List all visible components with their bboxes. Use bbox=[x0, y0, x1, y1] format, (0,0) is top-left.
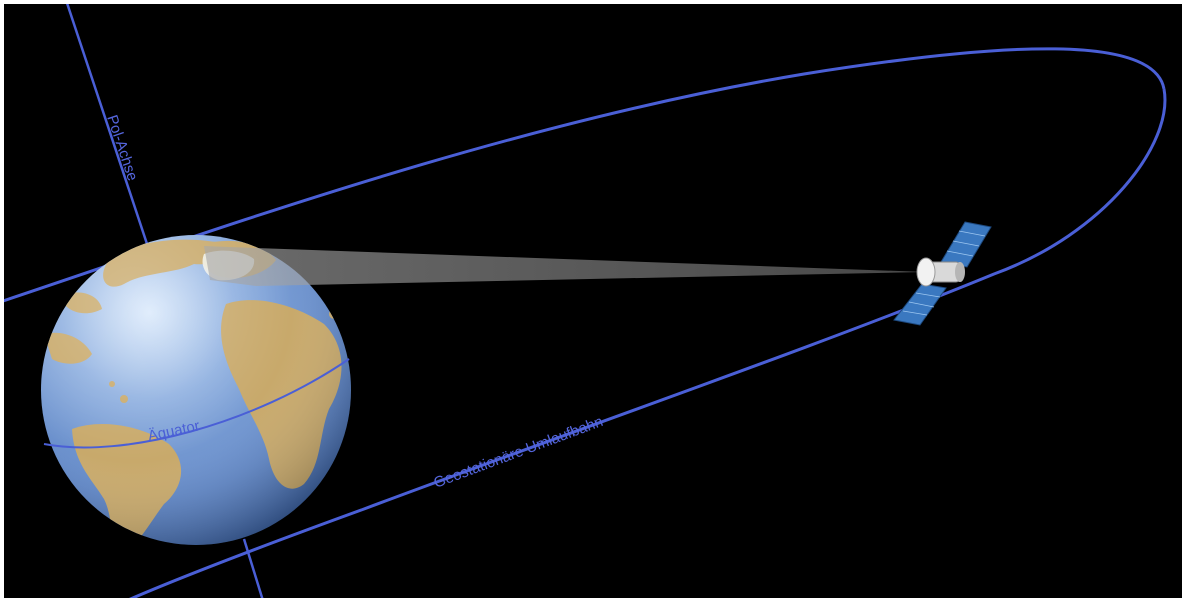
orbit-label: Geostationäre Umlaufbahn bbox=[431, 413, 605, 492]
equator-line bbox=[43, 358, 350, 449]
geostationary-orbit-diagram: Pol-Achse Äquator Geostationäre Umlaufba… bbox=[4, 4, 1167, 598]
pole-axis-label: Pol-Achse bbox=[103, 113, 141, 183]
pole-axis-line-bottom bbox=[242, 538, 264, 598]
earth-globe-icon bbox=[41, 235, 351, 545]
pole-axis-line bbox=[66, 4, 153, 257]
satellite-icon bbox=[893, 221, 992, 326]
signal-beam bbox=[204, 246, 926, 286]
diagram-canvas: Pol-Achse Äquator Geostationäre Umlaufba… bbox=[4, 4, 1182, 598]
orbit-line-front bbox=[129, 88, 1167, 598]
